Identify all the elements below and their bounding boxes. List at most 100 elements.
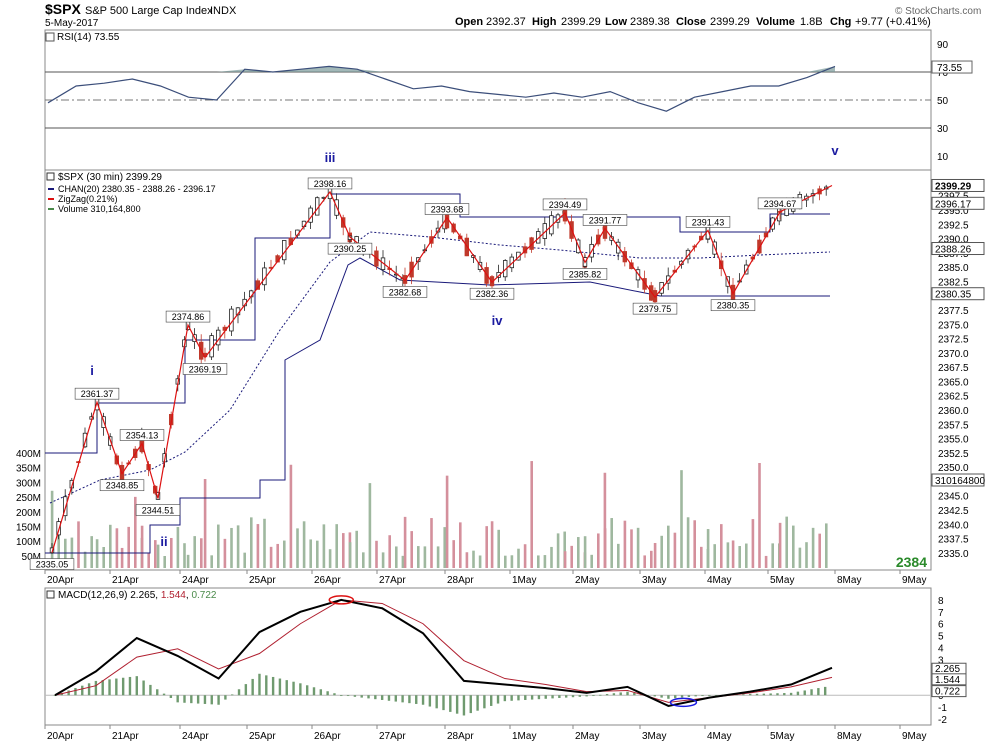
macd-histogram-bar [94, 680, 98, 696]
volume-bar [183, 543, 186, 568]
volume-bar [217, 524, 220, 568]
zigzag-label-box [562, 268, 608, 280]
volume-bar [417, 546, 420, 568]
macd-histogram-bar [244, 684, 248, 696]
volume-bar [778, 522, 782, 568]
volume-bar [90, 536, 93, 568]
zigzag-label-box [119, 429, 165, 441]
x-axis-label: 28Apr [447, 731, 474, 742]
volume-bar [134, 496, 137, 568]
macd-histogram-bar [701, 695, 704, 697]
macd-value-tag: 2.265 [935, 664, 960, 675]
x-axis-label: 2May [575, 731, 599, 742]
macd-histogram-bar [530, 695, 534, 700]
x-axis-label: 24Apr [182, 575, 209, 586]
volume-bar [250, 517, 253, 568]
macd-histogram-bar [74, 688, 77, 696]
volume-bar [485, 526, 488, 568]
volume-bar [170, 537, 173, 568]
volume-bar [490, 521, 494, 568]
macd-histogram-bar [115, 678, 118, 696]
volume-bar [296, 528, 299, 568]
macd-histogram-bar [823, 686, 827, 696]
macd-histogram-bar [633, 692, 636, 696]
price-tick-label: 2392.5 [938, 220, 969, 231]
zigzag-label-box [135, 504, 181, 516]
macd-histogram-bar [217, 695, 220, 705]
macd-histogram-bar [292, 681, 295, 696]
macd-histogram-bar [435, 695, 438, 709]
zigzag-label-box [757, 197, 803, 210]
volume-bar [792, 525, 795, 568]
volume-bar [643, 555, 646, 568]
x-axis-label: 3May [642, 731, 666, 742]
volume-bar [436, 546, 440, 568]
macd-histogram-bar [455, 695, 459, 714]
x-axis-label: 5May [770, 575, 794, 586]
legend-swatch-price [46, 172, 55, 181]
zigzag-label: 2390.25 [334, 244, 367, 254]
zigzag-label-box [685, 216, 731, 228]
volume-bar [720, 524, 723, 568]
channel-upper-line [45, 193, 830, 454]
macd-histogram-bar [67, 690, 70, 696]
macd-bullish-cross-marker [669, 697, 698, 708]
x-axis-label: 26Apr [314, 731, 341, 742]
open-value: 2392.37 [486, 16, 526, 28]
macd-histogram-bar [783, 693, 786, 696]
volume-bar [77, 521, 80, 568]
macd-histogram-bar [312, 687, 316, 696]
volume-bar [342, 533, 345, 568]
zigzag-label-box [307, 177, 353, 190]
high-value: 2399.29 [561, 16, 601, 28]
volume-bar [706, 529, 710, 568]
zigzag-label: 2344.51 [142, 506, 175, 516]
macd-histogram-bar [326, 691, 329, 696]
macd-histogram-bar [442, 695, 445, 711]
candle-body [770, 217, 775, 230]
candle-body [56, 521, 61, 536]
volume-bar [348, 542, 352, 568]
legend-entry: Volume 310,164,800 [58, 204, 141, 214]
volume-bar [283, 540, 286, 568]
volume-bar [388, 535, 391, 568]
volume-bar [530, 461, 533, 568]
macd-tick-label: 6 [938, 620, 944, 631]
price-tick-label: 2395.0 [938, 206, 969, 217]
last-price-tag: 2399.29 [935, 181, 972, 192]
volume-bar [230, 527, 233, 568]
open-label: Open [455, 16, 483, 28]
volume-bar [109, 524, 112, 568]
volume-bar [459, 522, 462, 568]
volume-bar [731, 540, 735, 568]
macd-histogram-bar [490, 695, 493, 706]
volume-bar [115, 528, 119, 568]
macd-histogram-bar [183, 695, 186, 703]
macd-histogram-bar [578, 695, 582, 697]
chan-lower-tag-box [931, 287, 985, 301]
price-tick-label: 2372.5 [938, 335, 969, 346]
volume-tick-label: 300M [16, 478, 41, 489]
x-axis-label: 9May [902, 731, 926, 742]
close-value: 2399.29 [710, 16, 750, 28]
volume-bar [738, 546, 741, 568]
rsi-tick-label: 30 [937, 124, 949, 135]
chg-label: Chg [830, 16, 851, 28]
volume-bar [154, 540, 157, 568]
macd-histogram-bar [190, 695, 193, 704]
zigzag-label-box [182, 363, 228, 375]
volume-bar [243, 552, 246, 568]
zigzag-label: 2391.77 [589, 215, 622, 225]
volume-bar [193, 536, 196, 568]
volume-bar [590, 554, 593, 568]
x-axis-label: 27Apr [379, 575, 406, 586]
price-tick-label: 2375.0 [938, 320, 969, 331]
wave-label: iii [325, 150, 336, 165]
x-axis-label: 2May [575, 575, 599, 586]
rsi-line [47, 65, 836, 112]
macd-histogram-bar [265, 675, 268, 696]
volume-bar [563, 531, 566, 568]
volume-bar [563, 551, 567, 568]
target-label: 2384 [896, 554, 927, 570]
macd-legend: MACD(12,26,9) 2.265, 1.544, 0.722 [58, 590, 217, 601]
